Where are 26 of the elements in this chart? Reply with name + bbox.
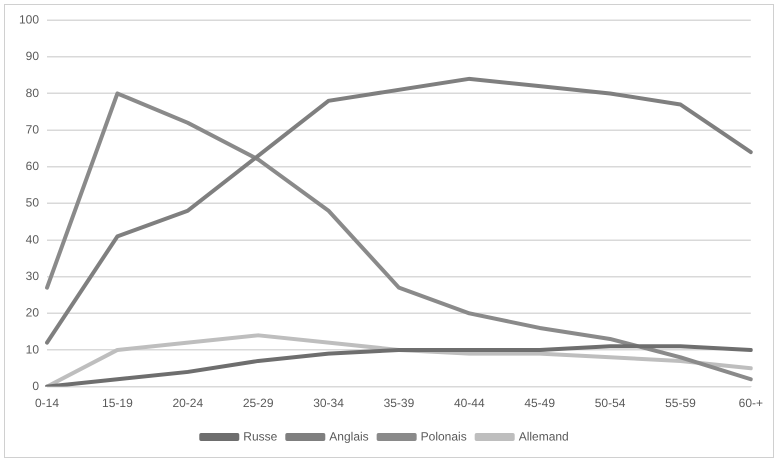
y-tick-label: 20	[26, 306, 40, 320]
y-tick-label: 90	[26, 49, 40, 64]
x-tick-label: 35-39	[384, 396, 415, 410]
y-tick-label: 30	[26, 268, 40, 283]
x-tick-label: 45-49	[524, 396, 556, 410]
legend-label: Russe	[243, 429, 278, 444]
y-tick-label: 60	[26, 159, 40, 174]
x-tick-label: 30-34	[313, 396, 344, 410]
legend-label: Allemand	[518, 429, 569, 444]
x-tick-label: 0-14	[35, 396, 60, 410]
legend-label: Polonais	[420, 429, 467, 444]
x-tick-label: 25-29	[242, 396, 274, 410]
y-tick-label: 10	[26, 342, 40, 356]
x-tick-label: 15-19	[102, 396, 134, 410]
x-tick-label: 60-+	[738, 396, 764, 410]
x-tick-label: 20-24	[172, 396, 204, 410]
x-tick-label: 50-54	[594, 396, 626, 410]
y-tick-label: 70	[26, 122, 40, 136]
legend-label: Anglais	[329, 429, 369, 444]
x-tick-label: 40-44	[454, 396, 485, 410]
x-tick-label: 55-59	[665, 396, 696, 410]
y-tick-label: 100	[18, 12, 40, 27]
y-tick-label: 40	[26, 232, 40, 246]
y-tick-label: 0	[32, 378, 40, 393]
y-tick-label: 80	[26, 86, 40, 100]
y-tick-label: 50	[26, 196, 40, 210]
